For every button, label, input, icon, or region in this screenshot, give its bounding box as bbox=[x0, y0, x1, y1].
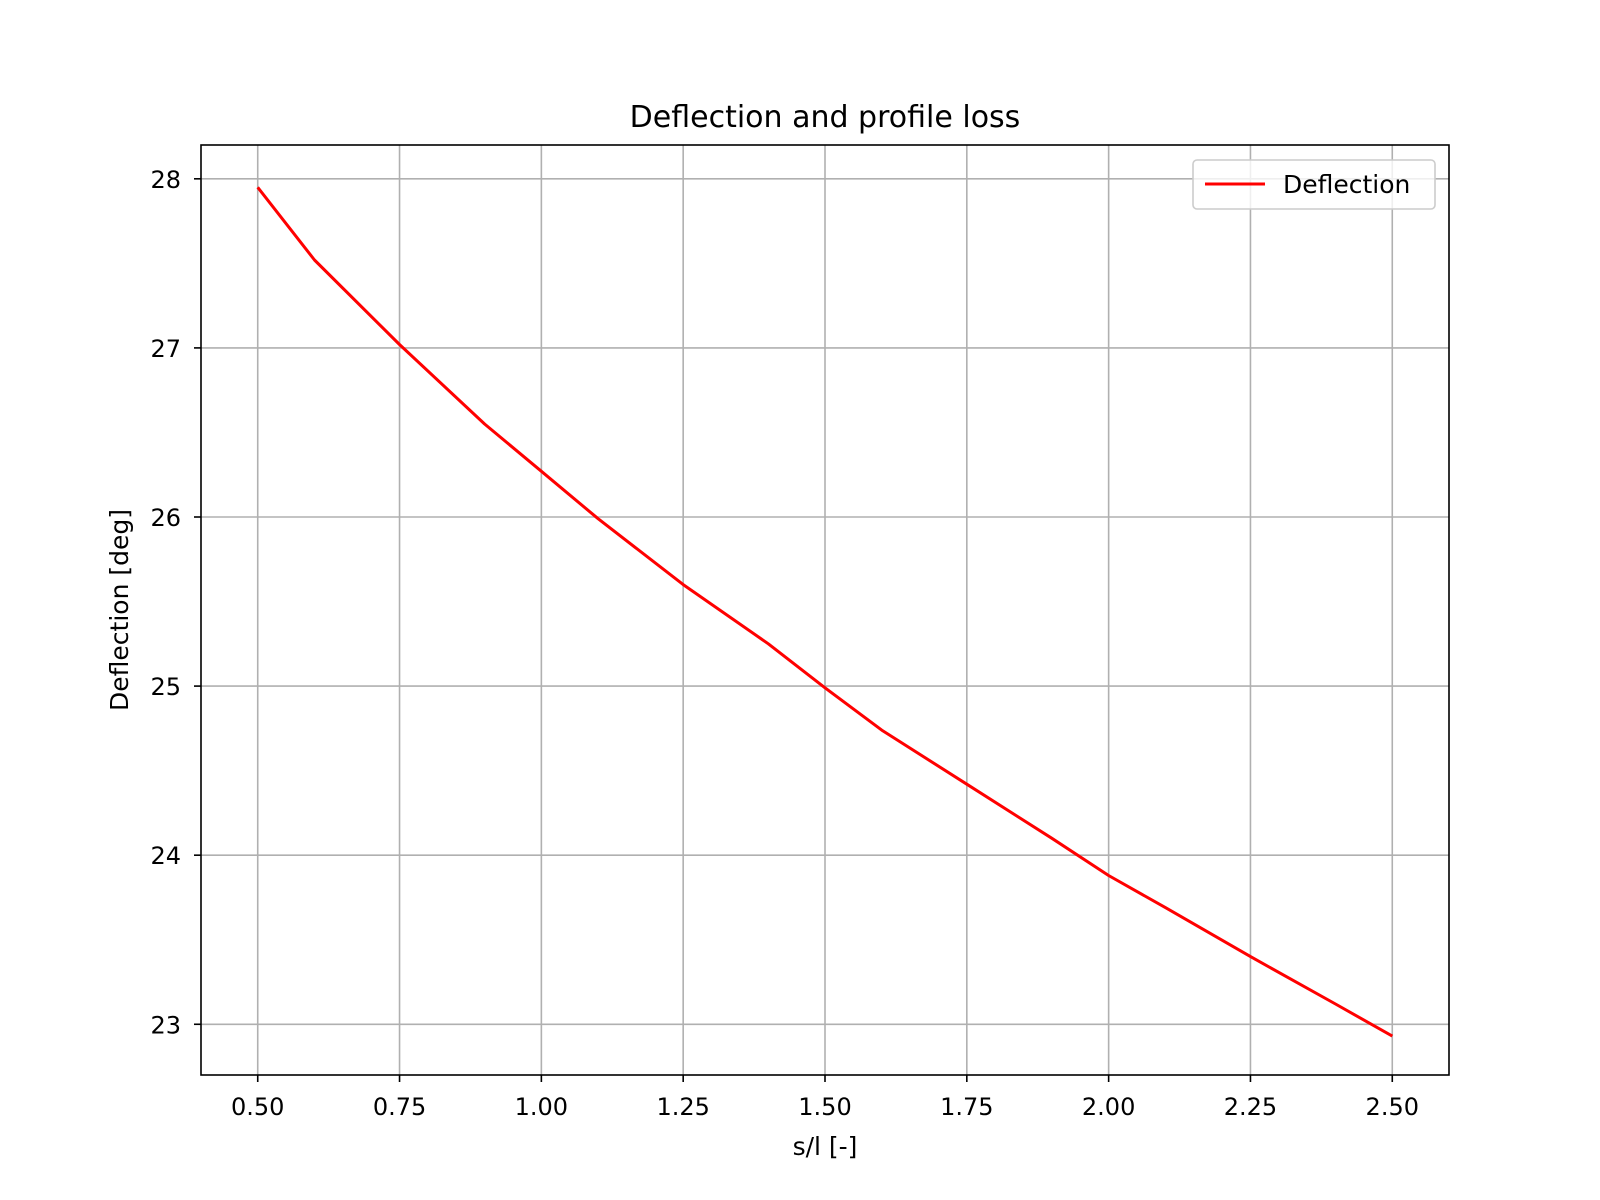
legend: Deflection bbox=[1192, 159, 1436, 210]
x-tick-label: 2.00 bbox=[1082, 1093, 1135, 1121]
x-tick-label: 2.50 bbox=[1366, 1093, 1419, 1121]
grid bbox=[201, 145, 1449, 1075]
y-tick-label: 26 bbox=[150, 504, 181, 532]
x-axis-label: s/l [-] bbox=[793, 1132, 858, 1161]
x-tick-label: 0.50 bbox=[231, 1093, 284, 1121]
legend-box bbox=[1192, 159, 1436, 210]
x-tick-label: 0.75 bbox=[373, 1093, 426, 1121]
x-tick-label: 1.00 bbox=[515, 1093, 568, 1121]
x-tick-label: 2.25 bbox=[1224, 1093, 1277, 1121]
x-tick-label: 1.50 bbox=[798, 1093, 851, 1121]
y-tick-label: 28 bbox=[150, 166, 181, 194]
y-tick-label: 27 bbox=[150, 335, 181, 363]
legend-label: Deflection bbox=[1283, 170, 1410, 199]
chart-title: Deflection and profile loss bbox=[630, 100, 1021, 135]
y-tick-label: 25 bbox=[150, 673, 181, 701]
x-tick-label: 1.25 bbox=[656, 1093, 709, 1121]
series-line-deflection bbox=[256, 186, 1394, 1038]
x-tick-label: 1.75 bbox=[940, 1093, 993, 1121]
series-layer bbox=[256, 186, 1394, 1038]
y-axis-label: Deflection [deg] bbox=[105, 509, 134, 711]
y-tick-label: 24 bbox=[150, 842, 181, 870]
ticks: 0.50 0.75 1.00 1.25 1.50 1.75 2.00 2.25 2.50 23 24… bbox=[150, 166, 1419, 1121]
y-tick-label: 23 bbox=[150, 1011, 181, 1039]
